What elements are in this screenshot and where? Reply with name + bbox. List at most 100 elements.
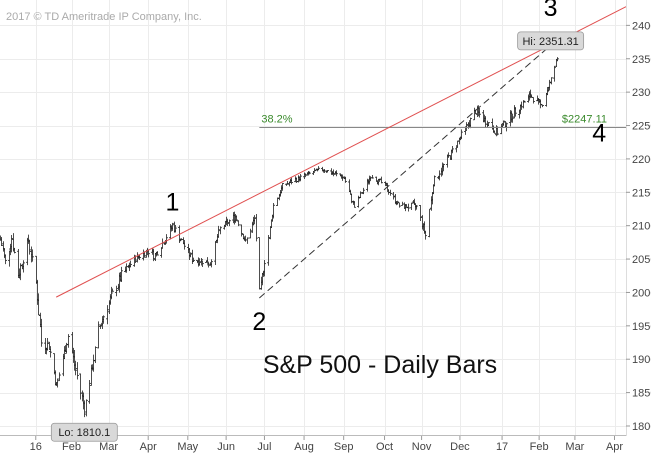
price-bar [326,170,329,173]
price-bar [46,338,49,351]
price-bar [556,57,559,61]
price-bar [255,213,258,242]
x-tick-label: Feb [62,441,81,453]
price-bar [514,107,517,117]
x-tick-label: Mar [99,441,118,453]
price-bar [258,237,261,290]
x-tick-label: 17 [496,441,508,453]
price-bar [192,257,195,262]
y-tick-label: 1850 [632,388,651,400]
chart-title: S&P 500 - Daily Bars [263,351,497,379]
price-bar [201,260,204,267]
x-tick-label: 16 [30,441,42,453]
price-bar [189,252,192,258]
price-bar [111,288,114,292]
price-bar [79,373,82,400]
price-bar [28,239,31,255]
fib-percent-label: 38.2% [261,114,292,126]
x-tick-label: Jun [217,441,235,453]
price-bar [106,305,109,325]
price-bar [299,174,302,182]
price-bar [160,247,163,258]
price-bar [110,286,113,300]
price-bar [493,130,496,134]
price-bar [392,191,395,200]
trendline-upper [55,6,627,298]
hi-callout: Hi: 2351.31 [517,31,585,51]
price-bar [317,166,320,171]
trendlines [55,6,627,299]
x-tick-label: Apr [606,441,623,453]
price-bar [550,77,553,85]
price-bar [191,249,194,265]
y-tick-label: 2350 [632,54,651,66]
price-bar [332,169,335,177]
price-bar [267,235,270,266]
price-bar [214,241,217,266]
price-bar [58,372,61,382]
price-bar [65,342,68,354]
price-bar [129,260,132,268]
price-bar [350,193,353,204]
price-bar [200,258,203,266]
price-bar [226,218,229,226]
x-tick-label: Jul [257,441,271,453]
price-bar [419,205,422,222]
price-bar [40,318,43,347]
price-bar [469,117,472,129]
x-tick-label: Mar [565,441,584,453]
x-tick-label: Sep [334,441,354,453]
price-bar [44,338,47,354]
x-tick-label: Apr [140,441,157,453]
price-bar [281,183,284,191]
copyright-text: 2017 © TD Ameritrade IP Company, Inc. [6,11,202,23]
wave-label-3: 3 [544,0,558,22]
price-bar [405,204,408,209]
price-bar [407,203,410,212]
x-tick-label: Aug [294,441,314,453]
y-tick-label: 2000 [632,287,651,299]
lo-callout: Lo: 1810.1 [50,422,118,442]
y-axis: 1800 1850 1900 1950 2000 2050 2100 2150 2200 2250… [626,20,651,433]
price-bar [19,263,22,281]
price-bar [138,254,141,260]
y-tick-label: 2200 [632,154,651,166]
y-tick-label: 2050 [632,254,651,266]
price-bar [219,226,222,235]
price-bar [344,176,347,183]
price-bar [359,191,362,199]
x-tick-label: Feb [530,441,549,453]
wave-label-1: 1 [166,188,180,216]
price-bar [235,215,238,222]
price-bar [410,202,413,210]
price-bar [269,226,272,240]
price-bar [553,65,556,82]
lo-label: Lo: 1810.1 [58,427,110,439]
price-bar [49,346,52,358]
y-tick-label: 2100 [632,221,651,233]
price-bar [308,171,311,175]
price-bar [102,315,105,324]
price-bar [56,378,59,388]
hi-label: Hi: 2351.31 [522,36,578,48]
price-bar [237,220,240,227]
price-bar [198,258,201,266]
price-bar [523,100,526,103]
wave-label-2: 2 [252,308,266,336]
price-bar [217,225,220,238]
price-bar [246,237,249,244]
price-bar [85,399,88,417]
price-bar [171,222,174,231]
price-bar [378,178,381,182]
price-bar [442,163,445,172]
x-tick-label: Oct [376,441,393,453]
price-bar [210,259,213,268]
price-bar [502,120,505,126]
wave-label-4: 4 [592,119,606,147]
price-bar [62,353,65,377]
price-bar [353,201,356,208]
price-bar [249,228,252,239]
price-bar [532,97,535,104]
price-bar [37,293,40,316]
price-bar [487,122,490,127]
